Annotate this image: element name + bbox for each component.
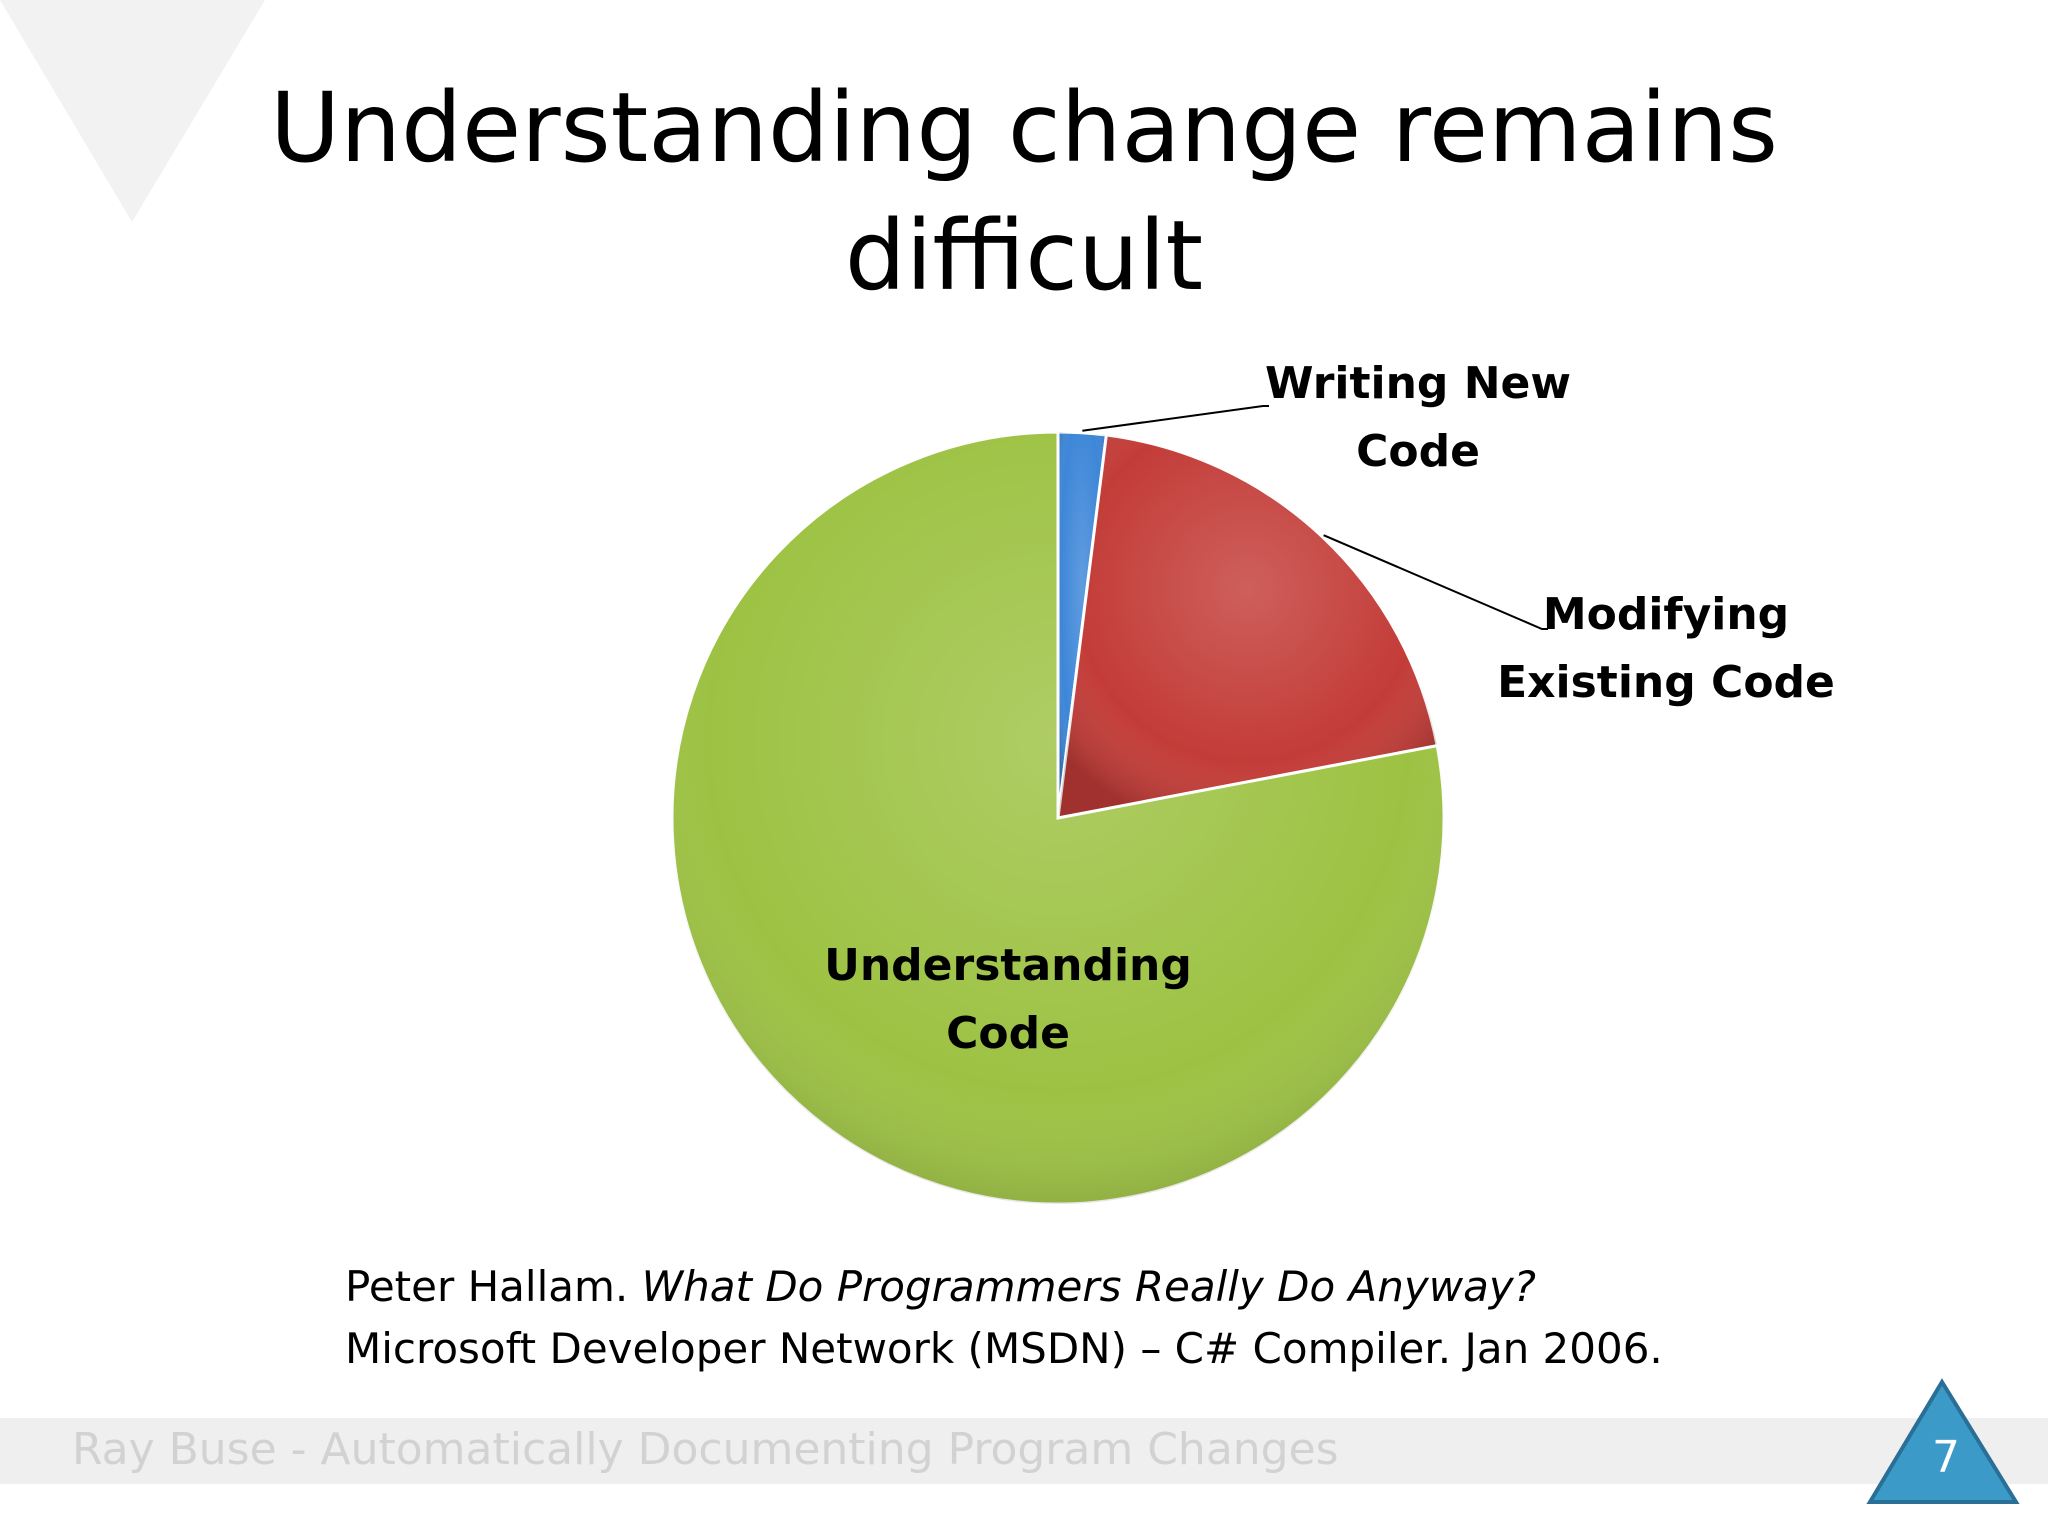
slide-title-line-1: Understanding change remains (270, 72, 1778, 184)
slide-title-line-2: difficult (844, 200, 1204, 312)
pie-slice-shading-modifying-existing-code (1058, 435, 1438, 818)
citation-author: Peter Hallam. (345, 1262, 629, 1311)
pie-label-writing-new-code: Writing New Code (1265, 358, 1571, 477)
citation-line-2: Microsoft Developer Network (MSDN) – C# … (345, 1324, 1663, 1373)
pie-label-modifying-existing-code: Modifying Existing Code (1497, 589, 1835, 708)
citation-title: What Do Programmers Really Do Anyway? (641, 1262, 1536, 1311)
footer-text: Ray Buse - Automatically Documenting Pro… (72, 1424, 1339, 1475)
leader-line-modifying-existing-code (1323, 534, 1548, 630)
footer-band (0, 1418, 2048, 1484)
page-number: 7 (1932, 1432, 1960, 1483)
citation-line-1: Peter Hallam. What Do Programmers Really… (345, 1262, 1536, 1311)
leader-line-writing-new-code (1082, 405, 1269, 432)
pie-label-understanding-code: Understanding Code (824, 940, 1192, 1059)
pie-slice-shading-understanding-code (671, 432, 1444, 1204)
